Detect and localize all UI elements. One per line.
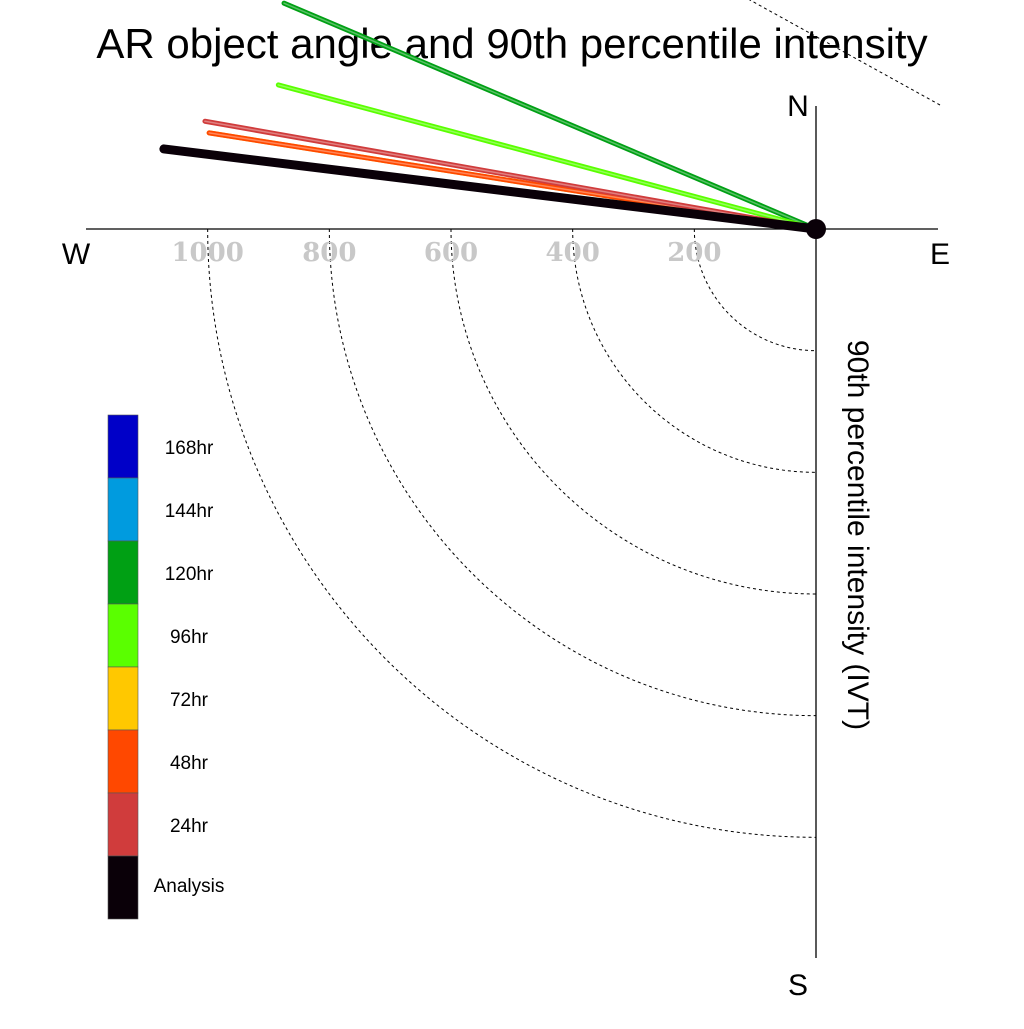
radial-tick-label: 400: [546, 238, 600, 268]
series-line-120hr: [281, 0, 819, 232]
series-line-24hr-highlight: [204, 120, 817, 230]
radial-tick-label: 1000: [171, 238, 243, 268]
grid-arc: [572, 228, 817, 473]
legend-label-analysis: Analysis: [154, 876, 225, 897]
compass-west: W: [62, 238, 91, 271]
y-axis-label: 90th percentile intensity (IVT): [841, 340, 874, 730]
legend-swatch-24hr: [107, 792, 139, 857]
legend-swatch-120hr: [107, 540, 139, 605]
legend-label-24hr: 24hr: [170, 816, 209, 837]
legend-swatch-144hr: [107, 477, 139, 542]
radial-tick-label: 800: [302, 238, 356, 268]
legend-swatch-analysis: [107, 855, 139, 920]
series: [159, 0, 821, 234]
compass-north: N: [787, 90, 809, 123]
legend-label-48hr: 48hr: [170, 753, 209, 774]
series-line-24hr: [202, 118, 819, 232]
origin-marker: [806, 219, 826, 239]
legend-label-120hr: 120hr: [165, 564, 214, 585]
radial-tick-label: 200: [667, 238, 721, 268]
compass-south: S: [788, 969, 808, 1002]
compass-east: E: [930, 238, 950, 271]
legend-label-144hr: 144hr: [165, 501, 214, 522]
grid: [207, 0, 941, 838]
legend-swatch-48hr: [107, 729, 139, 794]
grid-arc: [450, 228, 817, 595]
series-line-96hr: [275, 82, 819, 232]
grid-arc: [328, 228, 817, 717]
grid-arc: [207, 228, 817, 838]
series-line-96hr-highlight: [277, 84, 817, 230]
radial-tick-label: 600: [424, 238, 478, 268]
legend-swatch-72hr: [107, 666, 139, 731]
series-line-analysis: [159, 144, 821, 234]
legend-label-168hr: 168hr: [165, 438, 214, 459]
legend-label-96hr: 96hr: [170, 627, 209, 648]
radial-ticks: 1000 800 600 400 200: [171, 238, 721, 268]
legend-label-72hr: 72hr: [170, 690, 209, 711]
legend: 168hr 144hr 120hr 96hr 72hr 48hr 24hr Analysis: [107, 414, 225, 920]
grid-arc: [693, 228, 817, 352]
legend-swatch-168hr: [107, 414, 139, 479]
chart-title: AR object angle and 90th percentile inte…: [96, 20, 927, 67]
legend-swatch-96hr: [107, 603, 139, 668]
series-line-120hr-highlight: [283, 2, 817, 230]
